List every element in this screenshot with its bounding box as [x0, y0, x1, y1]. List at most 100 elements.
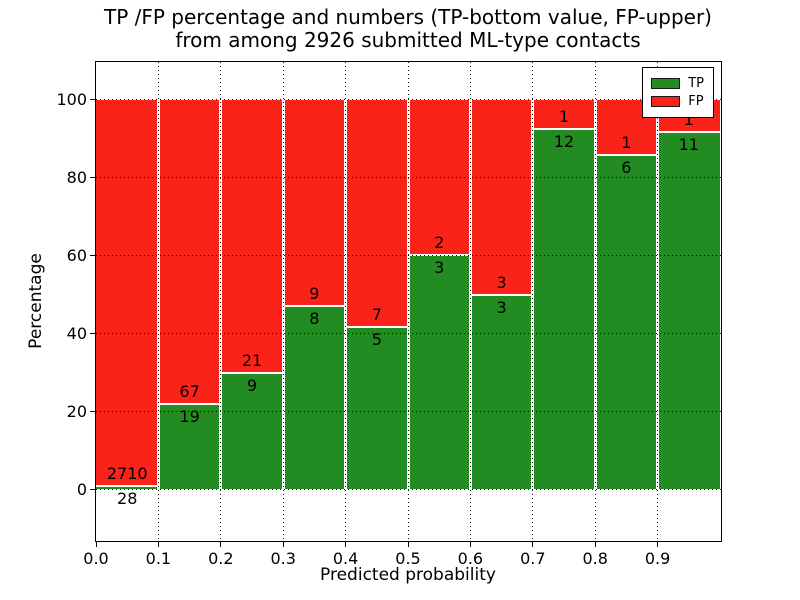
- gridline-vertical: [657, 62, 659, 540]
- chart-title-line1: TP /FP percentage and numbers (TP-bottom…: [104, 5, 712, 29]
- fp-count-label: 2710: [106, 463, 148, 483]
- bar-boundary-edge: [345, 326, 408, 329]
- bar-boundary-edge: [283, 305, 346, 308]
- fp-bar-segment: [283, 99, 346, 307]
- y-tick-mark: [89, 176, 95, 178]
- tp-bar-segment: [595, 154, 658, 490]
- gridline-horizontal: [96, 176, 721, 178]
- fp-count-label: 1: [558, 107, 570, 127]
- x-tick-mark: [345, 541, 347, 547]
- x-tick-label: 0.7: [520, 549, 546, 568]
- fp-count-label: 9: [309, 284, 320, 304]
- y-tick-mark: [89, 333, 95, 335]
- fp-bar-segment: [345, 99, 408, 328]
- fp-legend-label: FP: [688, 94, 704, 109]
- y-tick-mark: [89, 489, 95, 491]
- x-tick-label: 0.9: [644, 549, 671, 568]
- legend-row-fp: FP: [651, 94, 704, 109]
- bar-boundary-edge: [158, 402, 221, 405]
- gridline-vertical: [407, 62, 409, 540]
- gridline-vertical: [594, 62, 596, 540]
- gridline-vertical: [220, 62, 222, 540]
- y-tick-label: 60: [66, 245, 87, 265]
- fp-count-label: 2: [434, 233, 445, 253]
- x-tick-label: 0.2: [208, 549, 234, 568]
- tp-bar-segment: [96, 485, 159, 490]
- tp-bar-segment: [220, 372, 284, 490]
- y-tick-mark: [89, 411, 95, 413]
- gridline-vertical: [157, 62, 159, 540]
- bar-boundary-edge: [595, 153, 658, 156]
- x-tick-label: 0.4: [332, 549, 359, 568]
- tp-count-label: 5: [371, 330, 382, 350]
- bar-boundary-edge: [220, 371, 284, 374]
- x-tick-label: 0.1: [145, 549, 172, 568]
- fp-count-label: 3: [496, 272, 507, 292]
- fp-count-label: 1: [683, 109, 694, 129]
- fp-bar-segment: [96, 99, 159, 486]
- gridline-vertical: [469, 62, 471, 540]
- x-tick-mark: [469, 541, 471, 547]
- x-tick-mark: [407, 541, 409, 547]
- gridline-vertical: [345, 62, 347, 540]
- fp-bar-segment: [532, 99, 596, 130]
- x-tick-label: 0.8: [582, 549, 608, 568]
- y-tick-label: 0: [76, 480, 87, 500]
- plot-area: 2710 28 67 19 21 9 9 8 7 5 2 3 3 3 1 12 1 6 1 11 TP FP: [95, 61, 722, 542]
- x-tick-mark: [532, 541, 534, 547]
- y-tick-label: 20: [66, 402, 87, 422]
- x-tick-mark: [220, 541, 222, 547]
- fp-count-label: 67: [179, 381, 200, 401]
- chart-title-line2: from among 2926 submitted ML-type contac…: [175, 28, 641, 52]
- fp-legend-swatch-icon: [651, 96, 681, 107]
- tp-bar-segment: [408, 255, 471, 490]
- tp-count-label: 12: [553, 132, 575, 152]
- y-tick-mark: [89, 254, 95, 256]
- tp-bar-segment: [345, 327, 408, 490]
- bar-boundary-edge: [657, 130, 720, 133]
- chart-title: TP /FP percentage and numbers (TP-bottom…: [96, 6, 720, 52]
- tp-count-label: 3: [434, 258, 445, 278]
- legend-row-tp: TP: [651, 76, 704, 91]
- x-tick-mark: [594, 541, 596, 547]
- y-axis-label: Percentage: [26, 253, 46, 349]
- tp-bar-segment: [532, 129, 596, 490]
- tp-count-label: 6: [621, 157, 632, 177]
- tp-legend-swatch-icon: [651, 78, 681, 89]
- x-tick-label: 0.5: [395, 549, 421, 568]
- bar-boundary-edge: [532, 128, 596, 131]
- x-tick-mark: [282, 541, 284, 547]
- tp-count-label: 11: [678, 134, 699, 154]
- tp-count-label: 28: [117, 488, 138, 508]
- tp-count-label: 3: [496, 297, 507, 317]
- tp-legend-label: TP: [688, 76, 704, 91]
- gridline-horizontal: [96, 411, 721, 413]
- gridline-horizontal: [96, 254, 721, 256]
- bar-boundary-edge: [470, 293, 533, 296]
- tp-bar-segment: [158, 403, 221, 490]
- y-tick-mark: [89, 98, 95, 100]
- fp-count-label: 7: [371, 305, 382, 325]
- gridline-vertical: [532, 62, 534, 540]
- tp-count-label: 19: [179, 406, 200, 426]
- bar-boundary-edge: [96, 484, 159, 487]
- gridline-vertical: [282, 62, 284, 540]
- x-tick-mark: [157, 541, 159, 547]
- tp-bar-segment: [657, 131, 720, 490]
- gridline-horizontal: [96, 489, 721, 491]
- y-tick-label: 100: [56, 89, 87, 109]
- x-tick-label: 0.3: [270, 549, 296, 568]
- fp-bar-segment: [220, 99, 284, 373]
- x-tick-label: 0.0: [83, 549, 109, 568]
- tp-count-label: 9: [246, 375, 258, 395]
- gridline-horizontal: [96, 333, 721, 335]
- x-tick-mark: [657, 541, 659, 547]
- tp-count-label: 8: [309, 309, 320, 329]
- fp-bar-segment: [158, 99, 221, 404]
- tp-bar-segment: [470, 294, 533, 490]
- tp-bar-segment: [283, 306, 346, 490]
- x-tick-mark: [95, 541, 97, 547]
- gridline-horizontal: [96, 98, 721, 100]
- y-tick-label: 40: [66, 324, 87, 344]
- fp-bar-segment: [470, 99, 533, 295]
